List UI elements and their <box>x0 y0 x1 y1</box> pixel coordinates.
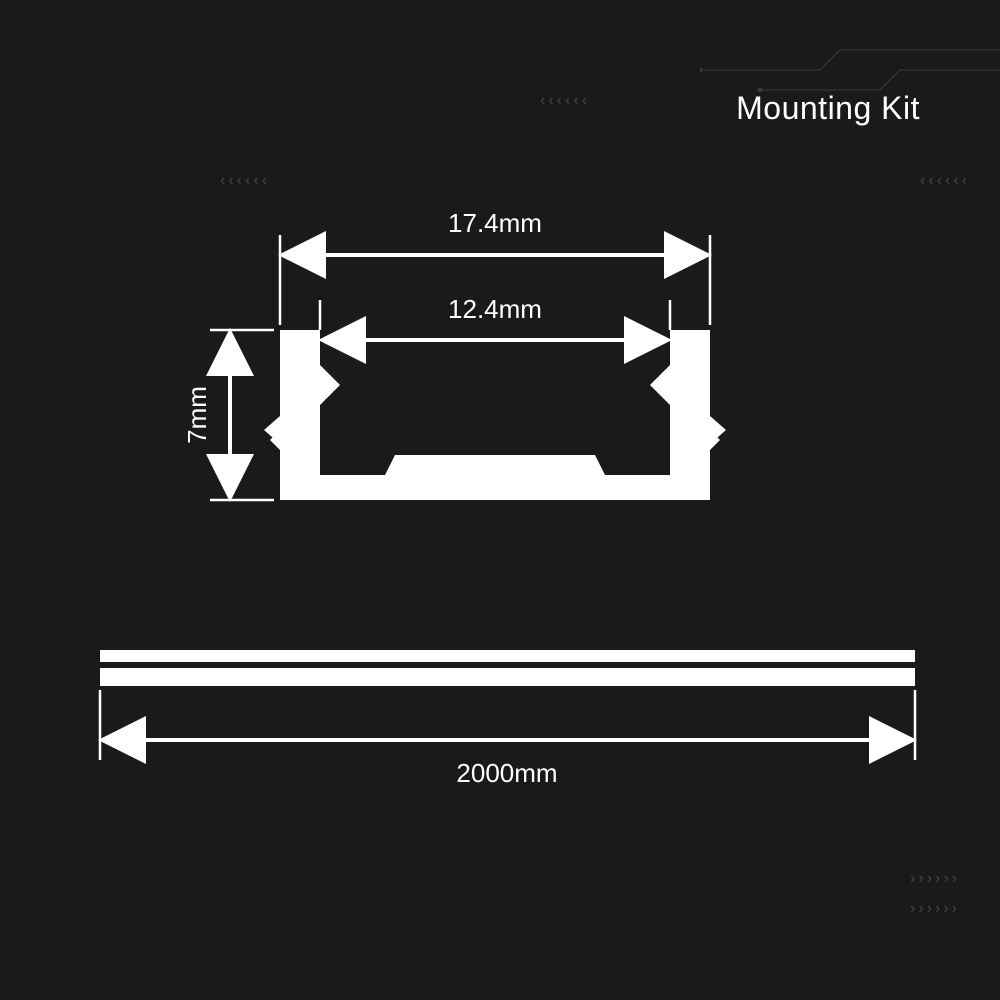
inner-width-label: 12.4mm <box>448 294 542 324</box>
outer-width-label: 17.4mm <box>448 208 542 238</box>
dimension-inner-width: 12.4mm <box>320 294 670 340</box>
profile-side-view <box>100 650 915 686</box>
profile-cross-section <box>264 330 726 500</box>
technical-diagram: 17.4mm 12.4mm 7mm 2000mm <box>0 0 1000 1000</box>
length-label: 2000mm <box>456 758 557 788</box>
dimension-height: 7mm <box>182 330 274 500</box>
height-label: 7mm <box>182 386 212 444</box>
dimension-length: 2000mm <box>100 690 915 788</box>
